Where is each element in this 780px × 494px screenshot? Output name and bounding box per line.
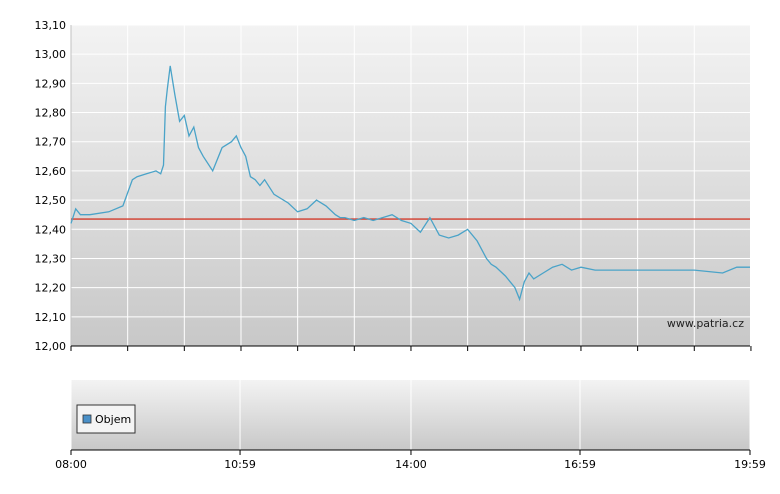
price-y-tick-label: 13,10 bbox=[35, 19, 67, 32]
volume-x-tick-label: 16:59 bbox=[564, 458, 596, 471]
price-y-tick-label: 12,90 bbox=[35, 77, 67, 90]
price-y-tick-label: 13,00 bbox=[35, 48, 67, 61]
volume-x-tick-label: 08:00 bbox=[55, 458, 87, 471]
price-y-tick-label: 12,70 bbox=[35, 136, 67, 149]
price-x-ticks bbox=[70, 346, 752, 351]
volume-x-ticks: 08:00 10:59 14:00 16:59 19:59 bbox=[55, 450, 766, 471]
price-y-tick-label: 12,40 bbox=[35, 223, 67, 236]
price-y-tick-label: 12,50 bbox=[35, 194, 67, 207]
volume-x-tick-label: 19:59 bbox=[734, 458, 766, 471]
legend-swatch-objem bbox=[82, 414, 92, 424]
legend: Objem bbox=[76, 404, 136, 434]
price-y-tick-label: 12,30 bbox=[35, 252, 67, 265]
price-series-line bbox=[70, 65, 750, 302]
price-grid bbox=[70, 24, 752, 347]
watermark: www.patria.cz bbox=[667, 317, 744, 330]
price-y-tick-label: 12,60 bbox=[35, 165, 67, 178]
volume-x-tick-label: 10:59 bbox=[224, 458, 256, 471]
price-y-tick-label: 12,20 bbox=[35, 282, 67, 295]
price-y-ticks: 12,00 12,10 12,20 12,30 12,40 12,50 12,60 12,70… bbox=[35, 19, 67, 353]
legend-label-objem: Objem bbox=[95, 413, 131, 426]
price-y-tick-label: 12,00 bbox=[35, 340, 67, 353]
price-y-tick-label: 12,10 bbox=[35, 311, 67, 324]
volume-x-tick-label: 14:00 bbox=[395, 458, 427, 471]
price-y-tick-label: 12,80 bbox=[35, 107, 67, 120]
volume-grid bbox=[70, 380, 751, 450]
